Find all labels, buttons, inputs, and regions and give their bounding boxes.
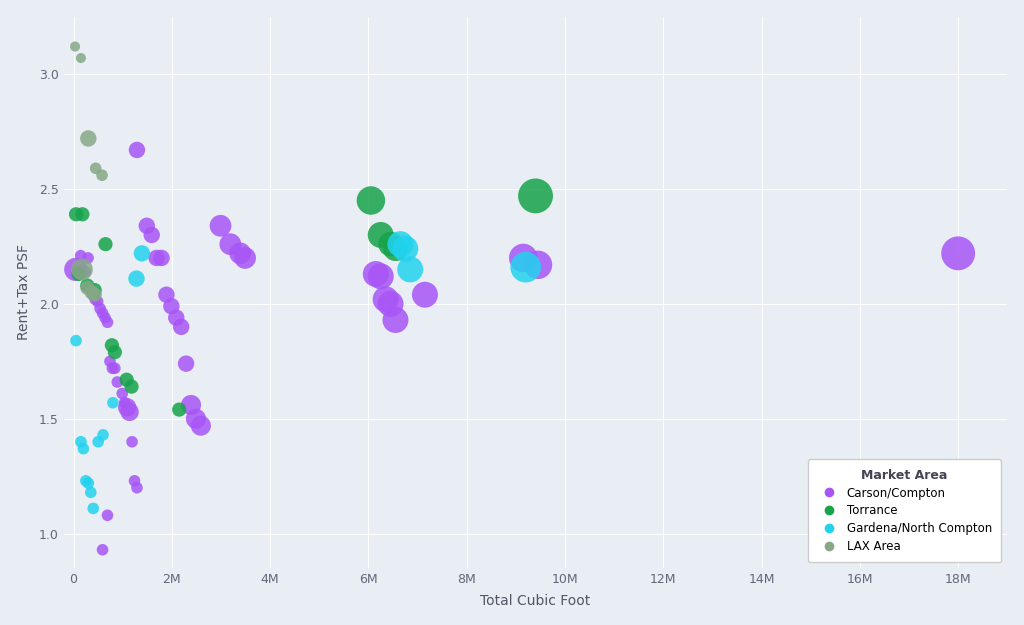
Gardena/North Compton [402,264,419,274]
Carson/Compton [94,308,111,318]
LAX Area [73,53,89,63]
Torrance [362,196,379,206]
Torrance [119,375,135,385]
Carson/Compton [89,297,105,307]
Carson/Compton [85,290,101,300]
Carson/Compton [126,476,142,486]
Carson/Compton [122,407,138,417]
LAX Area [67,41,83,51]
Gardena/North Compton [75,444,91,454]
Gardena/North Compton [85,503,101,513]
Carson/Compton [193,421,209,431]
Torrance [79,281,95,291]
Carson/Compton [92,304,109,314]
LAX Area [94,170,111,180]
Carson/Compton [97,312,114,322]
Gardena/North Compton [80,478,96,488]
LAX Area [74,264,90,274]
Carson/Compton [515,253,531,263]
Gardena/North Compton [68,336,84,346]
Carson/Compton [114,389,130,399]
Gardena/North Compton [73,437,89,447]
Carson/Compton [529,260,546,270]
Carson/Compton [222,239,239,249]
Torrance [74,209,90,219]
Carson/Compton [117,398,133,408]
Torrance [68,209,84,219]
Carson/Compton [106,363,123,373]
Gardena/North Compton [83,488,99,498]
Torrance [382,239,398,249]
Carson/Compton [110,377,126,387]
Carson/Compton [168,312,184,322]
Carson/Compton [99,318,116,328]
Carson/Compton [950,248,967,258]
Carson/Compton [73,251,89,261]
Carson/Compton [187,414,204,424]
Gardena/North Compton [134,248,151,258]
Gardena/North Compton [104,398,121,408]
Torrance [86,285,102,295]
Torrance [387,244,403,254]
LAX Area [87,163,103,173]
LAX Area [80,134,96,144]
Carson/Compton [138,221,155,231]
Gardena/North Compton [392,239,409,249]
Y-axis label: Rent+Tax PSF: Rent+Tax PSF [16,244,31,341]
LAX Area [86,290,102,300]
Torrance [106,347,123,357]
LAX Area [79,282,95,292]
Carson/Compton [378,294,394,304]
Carson/Compton [124,437,140,447]
Torrance [527,191,544,201]
Carson/Compton [143,230,160,240]
Carson/Compton [129,145,145,155]
Carson/Compton [212,221,228,231]
Carson/Compton [77,267,93,277]
Carson/Compton [75,267,91,277]
Carson/Compton [80,253,96,263]
Carson/Compton [373,271,389,281]
Carson/Compton [163,301,179,311]
Torrance [103,340,120,350]
Gardena/North Compton [397,244,414,254]
Carson/Compton [70,267,86,277]
Carson/Compton [104,363,121,373]
Carson/Compton [382,299,398,309]
Carson/Compton [68,264,84,274]
Carson/Compton [129,482,145,492]
Carson/Compton [87,294,103,304]
LAX Area [84,288,100,298]
Gardena/North Compton [95,430,112,440]
Legend: Carson/Compton, Torrance, Gardena/North Compton, LAX Area: Carson/Compton, Torrance, Gardena/North … [808,459,1001,562]
Carson/Compton [183,400,200,410]
Carson/Compton [94,545,111,555]
Carson/Compton [178,359,195,369]
Carson/Compton [148,253,165,263]
Carson/Compton [99,510,116,520]
Gardena/North Compton [517,262,534,272]
Gardena/North Compton [128,274,144,284]
Torrance [171,404,187,414]
Torrance [97,239,114,249]
Carson/Compton [232,248,249,258]
Torrance [123,382,139,392]
Carson/Compton [154,253,170,263]
Carson/Compton [119,402,135,412]
Carson/Compton [159,290,175,300]
Carson/Compton [417,290,433,300]
Carson/Compton [101,356,118,366]
Gardena/North Compton [78,476,94,486]
Carson/Compton [368,269,384,279]
X-axis label: Total Cubic Foot: Total Cubic Foot [480,594,591,608]
Carson/Compton [173,322,189,332]
Torrance [373,230,389,240]
Carson/Compton [387,315,403,325]
Carson/Compton [237,253,253,263]
Gardena/North Compton [90,437,106,447]
Torrance [71,269,87,279]
